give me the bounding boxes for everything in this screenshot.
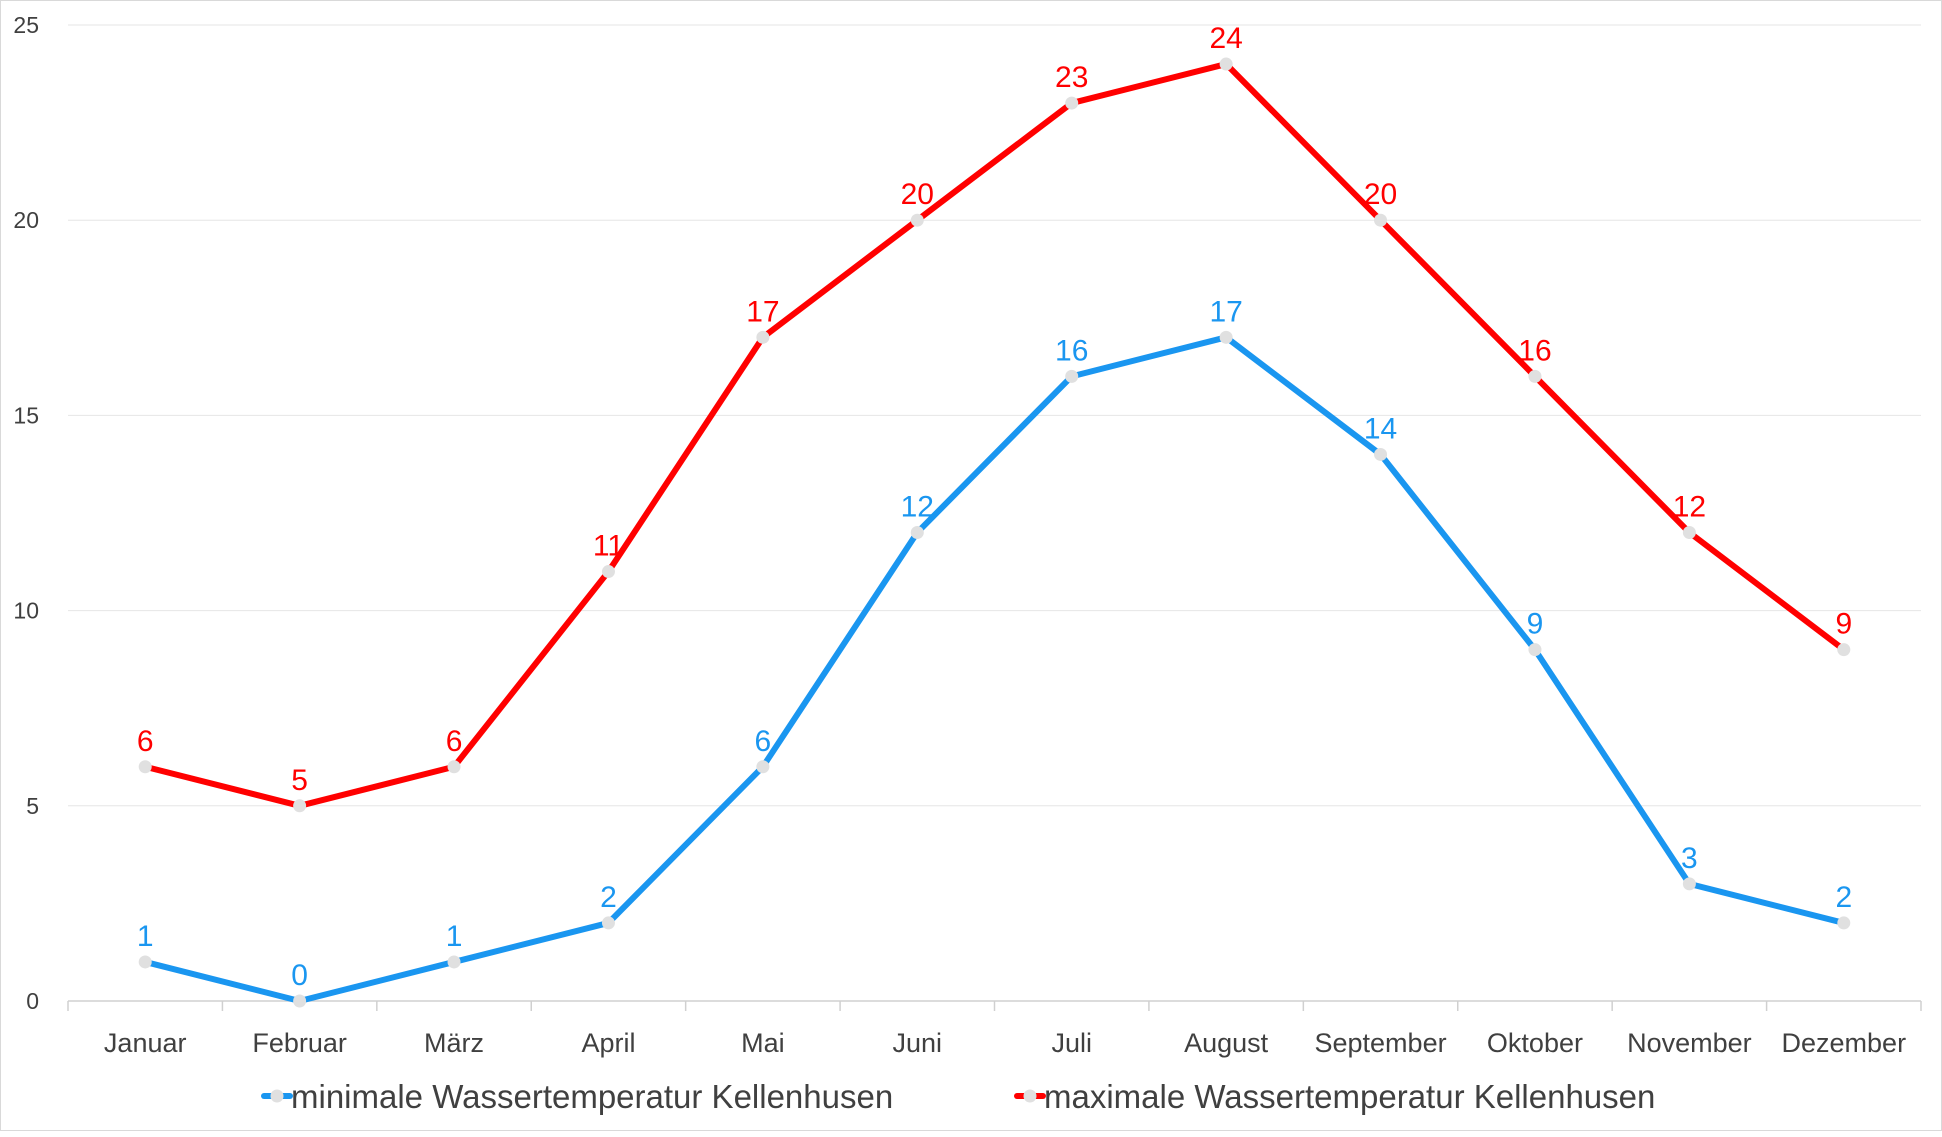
legend-swatch-marker [270,1089,284,1103]
x-axis: Januar Februar März April Mai Juni Juli August S… [67,1000,1922,1058]
data-label: 3 [1681,842,1698,875]
data-point [138,760,152,774]
data-label: 1 [446,920,463,953]
data-point [1065,96,1079,110]
data-label: 1 [137,920,154,953]
data-label: 2 [600,881,617,914]
x-tick-label: Januar [104,1028,187,1058]
data-label: 9 [1527,608,1544,641]
data-label: 6 [446,725,463,758]
data-point [293,994,307,1008]
gridlines [68,24,1921,807]
data-point [756,760,770,774]
y-tick-label: 5 [26,793,39,819]
data-point [756,330,770,344]
y-axis: 0 5 10 15 20 25 [13,12,39,1014]
data-point [1219,330,1233,344]
y-tick-label: 25 [13,12,39,38]
data-point [910,526,924,540]
data-label: 12 [1673,491,1706,524]
x-tick-label: März [424,1028,484,1058]
data-label: 17 [746,295,779,328]
data-label: 14 [1364,412,1397,445]
y-tick-label: 10 [13,598,39,624]
x-tick-label: November [1627,1028,1752,1058]
series-lines [138,57,1851,1008]
data-point [1374,213,1388,227]
data-label: 6 [755,725,772,758]
data-point [1374,447,1388,461]
data-point [447,760,461,774]
data-point [1837,643,1851,657]
y-tick-label: 20 [13,207,39,233]
series-line [142,334,1847,1004]
x-tick-label: Juli [1051,1028,1092,1058]
x-tick-label: Februar [252,1028,347,1058]
series-line [142,61,1847,809]
data-label: 23 [1055,61,1088,94]
data-point [1528,643,1542,657]
y-tick-label: 0 [26,988,39,1014]
data-point [601,916,615,930]
data-label: 17 [1209,295,1242,328]
data-point [1219,57,1233,71]
data-point [1065,369,1079,383]
data-point [601,565,615,579]
x-tick-label: Dezember [1782,1028,1907,1058]
data-label: 9 [1835,608,1852,641]
data-point [1837,916,1851,930]
legend: minimale Wassertemperatur Kellenhusen max… [261,1078,1655,1115]
legend-label: minimale Wassertemperatur Kellenhusen [291,1078,893,1115]
data-point [910,213,924,227]
x-tick-label: Juni [893,1028,943,1058]
data-label: 11 [593,530,624,563]
x-tick-label: September [1315,1028,1447,1058]
legend-label: maximale Wassertemperatur Kellenhusen [1044,1078,1655,1115]
data-point [447,955,461,969]
x-tick-label: Mai [741,1028,785,1058]
data-label: 0 [291,959,308,992]
data-point [1528,369,1542,383]
data-label: 6 [137,725,154,758]
data-point [1682,877,1696,891]
data-point [138,955,152,969]
data-point [293,799,307,813]
data-label: 2 [1835,881,1852,914]
y-tick-label: 15 [13,402,39,428]
x-tick-label: Oktober [1487,1028,1583,1058]
data-label: 20 [901,178,934,211]
data-label: 12 [901,491,934,524]
data-label: 5 [291,764,308,797]
data-label: 16 [1518,334,1551,367]
data-label: 24 [1209,22,1242,55]
x-tick-label: April [581,1028,635,1058]
data-label: 16 [1055,334,1088,367]
legend-swatch-marker [1023,1089,1037,1103]
x-tick-label: August [1184,1028,1269,1058]
data-label: 20 [1364,178,1397,211]
data-point [1682,526,1696,540]
